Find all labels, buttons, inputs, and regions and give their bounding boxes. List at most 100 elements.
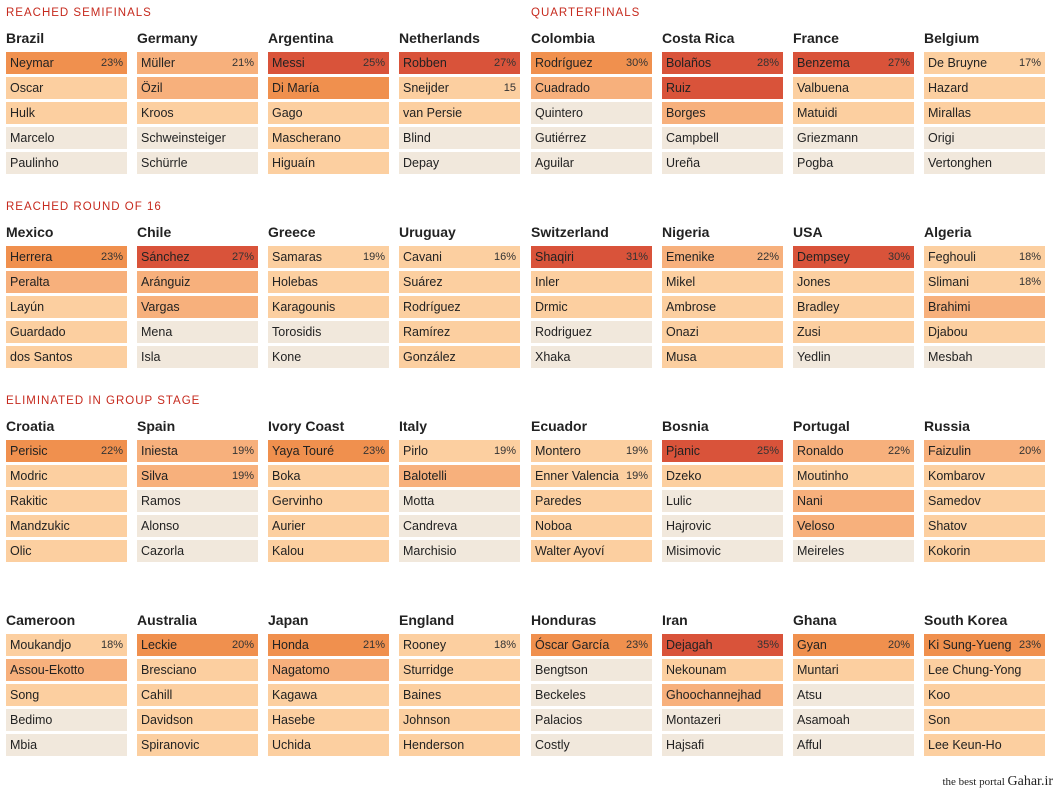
player-name: Kokorin [928,544,971,558]
player-name: Mikel [666,275,696,289]
player-row: Aguilar [531,152,652,174]
team-name: Bosnia [662,418,709,434]
player-row: Meireles [793,540,914,562]
player-name: Higuaín [272,156,316,170]
player-percentage: 18% [493,639,516,651]
player-row: Bradley [793,296,914,318]
player-name: Mascherano [272,131,341,145]
player-row: Motta [399,490,520,512]
player-name: Gervinho [272,494,323,508]
player-name: Inler [535,275,560,289]
player-name: Davidson [141,713,194,727]
player-name: Aránguiz [141,275,191,289]
team-column: Bosnia Pjanic 25% Dzeko Lulic Hajrovic Misimov… [662,416,783,565]
player-row: Koo [924,684,1045,706]
player-percentage: 27% [493,57,516,69]
player-percentage: 20% [887,639,910,651]
player-name: Costly [535,738,570,752]
player-row: Karagounis [268,296,389,318]
player-row: Gutiérrez [531,127,652,149]
player-row: Song [6,684,127,706]
team-name: Ecuador [531,418,588,434]
player-name: Blind [403,131,431,145]
player-row: Paulinho [6,152,127,174]
team-name: Mexico [6,224,54,240]
player-row: Suárez [399,271,520,293]
player-row: Campbell [662,127,783,149]
player-name: Montero [535,444,581,458]
player-percentage: 20% [1018,445,1041,457]
team-name: USA [793,224,823,240]
player-row: Nani [793,490,914,512]
team-name: England [399,612,455,628]
watermark: the best portal Gahar.ir [942,774,1053,790]
player-percentage: 30% [625,57,648,69]
player-name: Cazorla [141,544,185,558]
player-name: Afful [797,738,822,752]
player-row: Origi [924,127,1045,149]
player-name: Paredes [535,494,582,508]
player-name: Sneijder [403,81,449,95]
player-row: Vargas [137,296,258,318]
player-row: Costly [531,734,652,756]
player-row: Olic [6,540,127,562]
player-row: Jones [793,271,914,293]
player-row: Emenike 22% [662,246,783,268]
player-name: Nekounam [666,663,727,677]
player-name: Lulic [666,494,692,508]
player-row: Di María [268,77,389,99]
player-name: Lee Chung-Yong [928,663,1022,677]
player-name: Rakitic [10,494,48,508]
player-row: Mirallas [924,102,1045,124]
player-row: Griezmann [793,127,914,149]
player-percentage: 22% [100,445,123,457]
player-name: Matuidi [797,106,838,120]
player-row: Hulk [6,102,127,124]
team-name: Italy [399,418,428,434]
player-name: Özil [141,81,163,95]
player-name: Peralta [10,275,50,289]
player-row: Samedov [924,490,1045,512]
player-row: Gago [268,102,389,124]
player-name: De Bruyne [928,56,988,70]
player-row: Sneijder 15 [399,77,520,99]
team-name: South Korea [924,612,1008,628]
player-row: Valbuena [793,77,914,99]
player-name: Gago [272,106,303,120]
player-row: Sánchez 27% [137,246,258,268]
player-row: Messi 25% [268,52,389,74]
team-name: Ghana [793,612,837,628]
player-row: Rodriguez [531,321,652,343]
team-column: Spain Iniesta 19% Silva 19% Ramos Alonso Cazorl… [137,416,258,565]
player-row: Hajsafi [662,734,783,756]
player-percentage: 23% [362,445,385,457]
player-row: Mascherano [268,127,389,149]
player-name: Ghoochannejhad [666,688,762,702]
player-name: Cahill [141,688,173,702]
player-name: Vargas [141,300,180,314]
team-column: Honduras Óscar García 23% Bengtson Beckeles P… [531,610,652,759]
player-row: Afful [793,734,914,756]
player-name: Palacios [535,713,583,727]
team-name: Uruguay [399,224,456,240]
player-name: Ruiz [666,81,692,95]
team-name: Switzerland [531,224,609,240]
team-column: Australia Leckie 20% Bresciano Cahill Davidso… [137,610,258,759]
player-name: Samedov [928,494,981,508]
player-row: Boka [268,465,389,487]
player-row: Musa [662,346,783,368]
player-row: Brahimi [924,296,1045,318]
player-percentage: 23% [100,251,123,263]
player-row: Hasebe [268,709,389,731]
team-name: Algeria [924,224,972,240]
player-row: Enner Valencia 19% [531,465,652,487]
player-row: Ramírez [399,321,520,343]
player-name: Spiranovic [141,738,200,752]
player-row: Kagawa [268,684,389,706]
player-name: Ramírez [403,325,451,339]
player-name: Balotelli [403,469,447,483]
player-name: Bedimo [10,713,53,727]
player-percentage: 19% [231,445,254,457]
player-name: Dzeko [666,469,702,483]
team-column: South Korea Ki Sung-Yueng 23% Lee Chung-Yon… [924,610,1045,759]
